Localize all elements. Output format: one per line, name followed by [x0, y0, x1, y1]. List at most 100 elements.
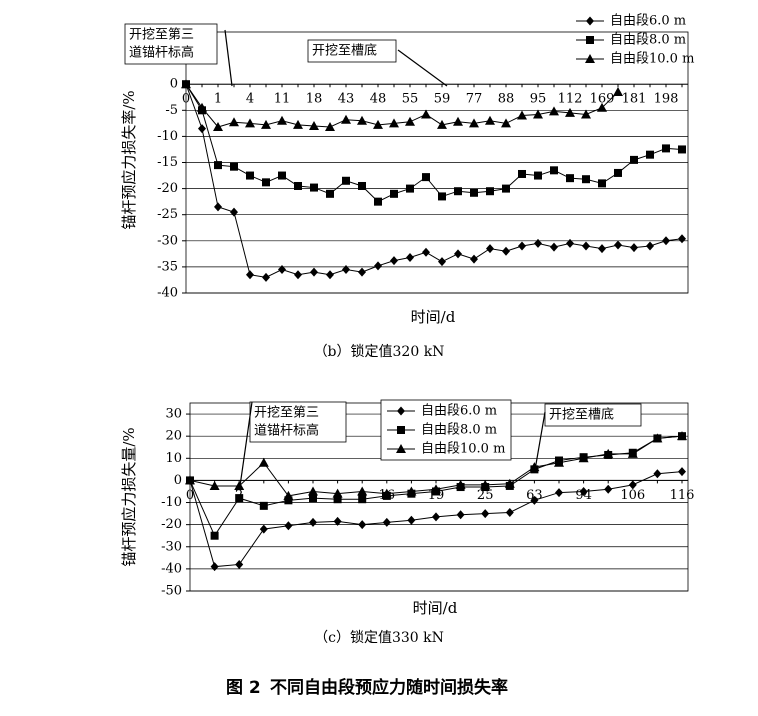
legend-label: 自由段8.0 m: [421, 423, 497, 438]
annotation: 开挖至第三: [129, 28, 194, 43]
point: [530, 495, 539, 505]
point: [456, 510, 465, 520]
point: [374, 261, 382, 271]
point: [309, 517, 317, 527]
point: [470, 188, 478, 197]
point: [555, 488, 563, 498]
x-tick-label: 1: [214, 92, 222, 107]
x-axis-label: 时间/d: [411, 308, 456, 326]
point: [534, 171, 542, 180]
point: [294, 270, 302, 280]
point: [278, 171, 286, 180]
point: [581, 109, 591, 119]
point: [586, 36, 594, 44]
point: [210, 531, 219, 540]
y-tick-label: -35: [157, 259, 178, 274]
point: [405, 116, 415, 126]
y-tick-label: -20: [161, 517, 182, 532]
annotation-arrow: [397, 49, 448, 87]
point: [406, 184, 414, 193]
point: [390, 189, 398, 198]
y-tick-label: 30: [165, 407, 182, 422]
annotation: 开挖至槽底: [312, 43, 377, 59]
point: [262, 178, 270, 187]
legend-label: 自由段6.0 m: [421, 404, 497, 419]
point: [262, 272, 270, 282]
y-tick-label: -10: [157, 129, 178, 144]
point: [342, 265, 350, 275]
point: [358, 495, 367, 504]
point: [397, 426, 405, 434]
point: [437, 119, 447, 129]
series-line: [185, 83, 619, 128]
point: [646, 241, 654, 251]
point: [582, 175, 590, 184]
y-tick-label: -30: [157, 233, 178, 248]
point: [677, 431, 687, 441]
x-tick-label: 18: [306, 92, 323, 107]
y-tick-label: -40: [161, 561, 182, 576]
point: [614, 168, 622, 177]
x-axis-label: 时间/d: [413, 599, 458, 617]
point: [245, 118, 255, 128]
y-tick-label: 20: [165, 429, 182, 444]
point: [382, 517, 391, 527]
x-tick-label: 169: [590, 92, 615, 107]
point: [627, 448, 638, 458]
point: [501, 118, 511, 128]
point: [258, 457, 269, 467]
x-tick-label: 4: [246, 92, 254, 107]
point: [214, 202, 222, 212]
point: [455, 479, 466, 489]
point: [454, 187, 462, 196]
point: [181, 79, 191, 89]
annotation: 道锚杆标高: [254, 423, 319, 439]
point: [358, 267, 366, 277]
point: [628, 480, 637, 490]
point: [662, 144, 670, 153]
point: [550, 166, 558, 175]
annotation-arrow: [224, 29, 233, 87]
point: [373, 119, 383, 129]
point: [283, 490, 294, 500]
point: [342, 176, 350, 185]
point: [454, 249, 462, 259]
point: [396, 444, 406, 453]
point: [422, 173, 430, 182]
point: [213, 122, 223, 132]
point: [630, 155, 638, 164]
point: [185, 475, 195, 485]
point: [485, 115, 495, 125]
legend-label: 自由段6.0 m: [610, 14, 686, 29]
point: [502, 184, 510, 193]
y-axis-label: 锚杆预应力损失率/%: [120, 90, 138, 229]
point: [294, 181, 302, 190]
point: [518, 169, 526, 178]
point: [469, 118, 479, 128]
y-axis-label: 锚杆预应力损失量/%: [120, 427, 138, 566]
point: [326, 189, 334, 198]
point: [229, 117, 239, 127]
point: [586, 16, 594, 26]
point: [293, 119, 303, 129]
point: [284, 521, 293, 531]
x-tick-label: 0: [186, 488, 194, 503]
point: [566, 238, 574, 248]
point: [613, 87, 623, 97]
legend-label: 自由段10.0 m: [610, 52, 694, 67]
point: [333, 495, 342, 504]
x-tick-label: 106: [620, 488, 645, 503]
point: [234, 480, 245, 490]
y-tick-label: -25: [157, 207, 178, 222]
point: [309, 120, 319, 130]
point: [517, 110, 527, 120]
point: [470, 254, 478, 264]
point: [533, 109, 543, 119]
point: [198, 124, 206, 134]
y-tick-label: -5: [165, 103, 178, 118]
point: [598, 244, 606, 254]
point: [678, 145, 686, 154]
point: [310, 267, 318, 277]
point: [357, 115, 367, 125]
x-tick-label: 198: [654, 92, 679, 107]
